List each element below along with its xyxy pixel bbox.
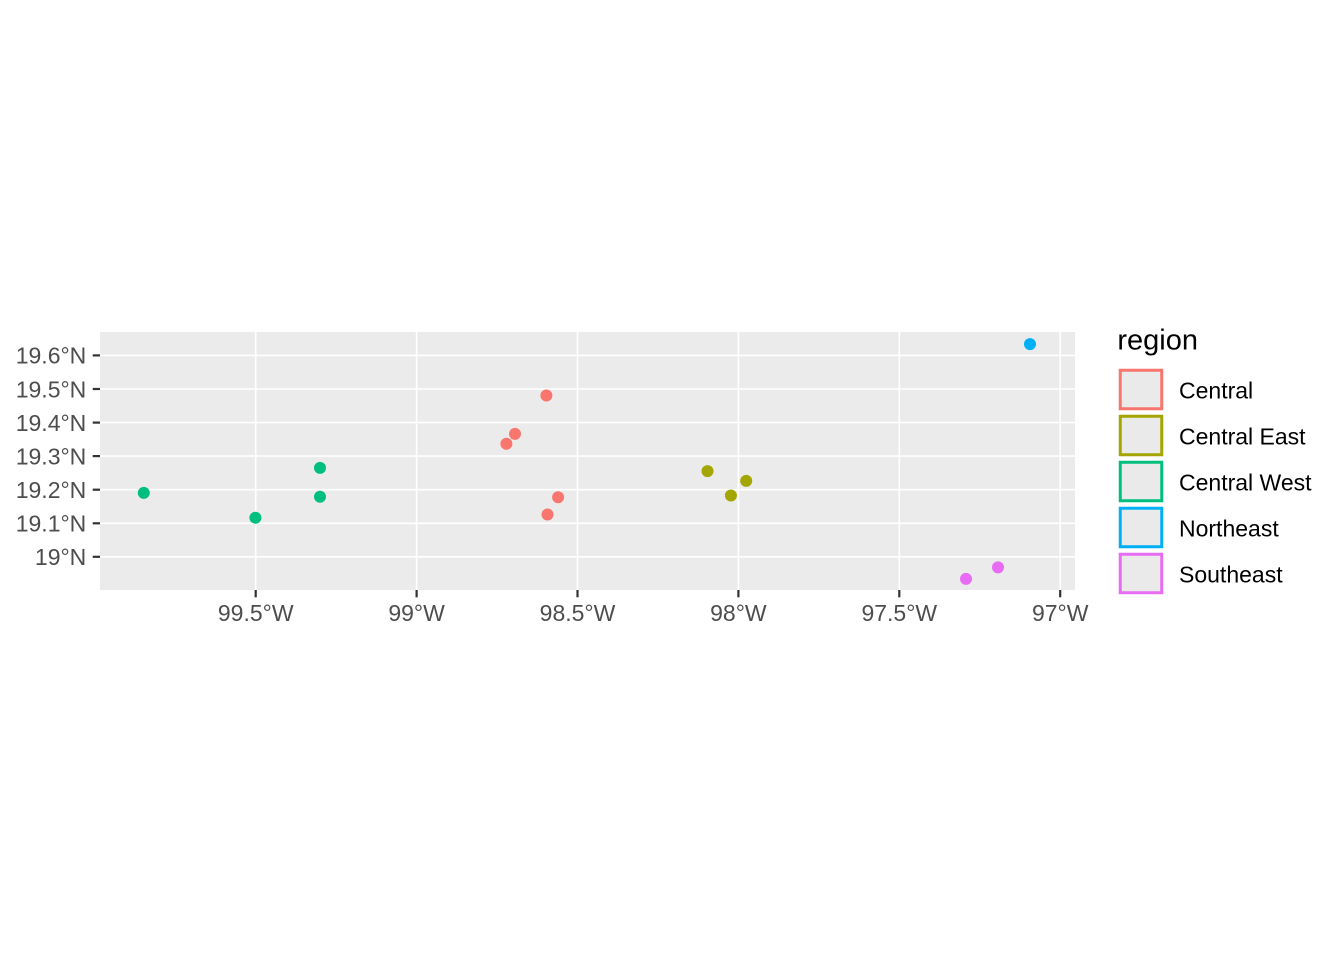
svg-text:19.1°N: 19.1°N	[16, 511, 87, 537]
svg-text:97°W: 97°W	[1032, 600, 1089, 626]
svg-text:Southeast: Southeast	[1179, 562, 1283, 588]
svg-text:97.5°W: 97.5°W	[861, 600, 937, 626]
svg-text:region: region	[1117, 325, 1198, 357]
svg-text:Central: Central	[1179, 378, 1253, 404]
svg-text:Central West: Central West	[1179, 470, 1312, 496]
svg-text:19.4°N: 19.4°N	[16, 410, 87, 436]
svg-text:19.6°N: 19.6°N	[16, 343, 87, 369]
svg-text:98°W: 98°W	[710, 600, 767, 626]
svg-text:99°W: 99°W	[388, 600, 445, 626]
svg-text:Northeast: Northeast	[1179, 516, 1279, 542]
svg-text:99.5°W: 99.5°W	[218, 600, 294, 626]
svg-text:Central East: Central East	[1179, 424, 1306, 450]
svg-text:19°N: 19°N	[35, 544, 86, 570]
svg-text:98.5°W: 98.5°W	[540, 600, 616, 626]
svg-text:19.5°N: 19.5°N	[16, 376, 87, 402]
svg-text:19.2°N: 19.2°N	[16, 477, 87, 503]
svg-text:19.3°N: 19.3°N	[16, 443, 87, 469]
